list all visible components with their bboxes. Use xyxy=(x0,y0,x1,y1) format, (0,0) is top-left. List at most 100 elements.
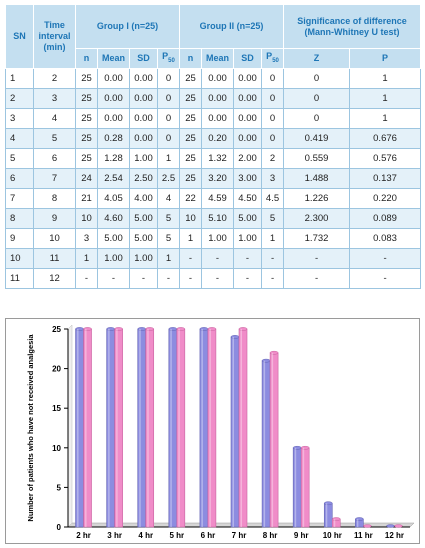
x-tick-label: 4 hr xyxy=(138,531,153,540)
chart-side-wall xyxy=(67,324,73,528)
bar-top xyxy=(230,335,240,339)
bar-top xyxy=(207,327,217,331)
table-row: 8 9 10 4.60 5.00 5 10 5.10 5.00 5 2.300 0.089 xyxy=(5,208,422,229)
cell-g2-p50: 2 xyxy=(261,148,285,169)
bar-series-1 xyxy=(137,328,147,528)
cell-g2-p50: 5 xyxy=(261,208,285,229)
cell-g1-mean: 5.00 xyxy=(97,228,130,249)
header-group-1: Group I (n=25) xyxy=(74,4,181,49)
cell-time-interval: 5 xyxy=(33,128,76,149)
cell-g1-mean: 0.00 xyxy=(97,88,130,109)
cell-g2-sd: 0.00 xyxy=(233,108,263,129)
cell-g2-mean: 3.20 xyxy=(201,168,235,189)
bar-highlight xyxy=(116,329,118,527)
cell-g1-sd: 4.00 xyxy=(129,188,158,209)
cell-g2-n: 25 xyxy=(179,108,203,129)
cell-g2-mean: 5.10 xyxy=(201,208,235,229)
cell-g1-p50: - xyxy=(156,268,181,289)
bar-top xyxy=(75,327,84,331)
cell-g2-sd: - xyxy=(233,248,263,269)
cell-g1-p50: 4 xyxy=(156,188,181,209)
cell-time-interval: 11 xyxy=(33,248,76,269)
cell-g1-n: 25 xyxy=(75,128,98,149)
cell-g2-mean: 0.20 xyxy=(201,128,235,149)
bar-highlight xyxy=(325,503,328,527)
cell-p: 1 xyxy=(349,68,422,89)
cell-g2-n: - xyxy=(179,248,203,269)
cell-g2-sd: 4.50 xyxy=(233,188,263,209)
table-row: 6 7 24 2.54 2.50 2.5 25 3.20 3.00 3 1.488 0.137 xyxy=(5,168,422,189)
bar-top xyxy=(137,327,146,331)
header-significance: Significance of difference (Mann-Whitney… xyxy=(283,4,422,49)
cell-z: 1.226 xyxy=(283,188,351,209)
cell-g2-mean: 4.59 xyxy=(201,188,235,209)
bar-highlight xyxy=(209,329,211,527)
cell-g1-mean: 1.28 xyxy=(97,148,130,169)
cell-g2-p50: 0 xyxy=(261,88,285,109)
cell-g2-mean: 0.00 xyxy=(201,88,235,109)
bar-highlight xyxy=(271,352,274,527)
cell-g1-mean: 0.28 xyxy=(97,128,130,149)
x-tick-label: 3 hr xyxy=(107,531,122,540)
cell-g1-n: 25 xyxy=(75,148,98,169)
cell-sn: 7 xyxy=(5,188,34,209)
bar-series-2 xyxy=(176,328,186,528)
bar-highlight xyxy=(356,519,359,527)
table-row: 1 2 25 0.00 0.00 0 25 0.00 0.00 0 0 1 xyxy=(5,68,422,89)
bar-series-1 xyxy=(261,360,271,528)
bar-series-2 xyxy=(238,328,248,528)
cell-p: - xyxy=(349,268,422,289)
header-sn: SN xyxy=(5,4,34,69)
bar-highlight xyxy=(85,329,87,527)
cell-g1-n: - xyxy=(75,268,98,289)
cell-g2-sd: 0.00 xyxy=(233,128,263,149)
cell-g2-p50: 0 xyxy=(261,108,285,129)
cell-g1-p50: 5 xyxy=(156,208,181,229)
cell-sn: 2 xyxy=(5,88,34,109)
cell-sn: 9 xyxy=(5,228,34,249)
cell-g1-p50: 0 xyxy=(156,128,181,149)
x-tick-label: 6 hr xyxy=(201,531,216,540)
bar-series-2 xyxy=(394,524,403,528)
bar-top xyxy=(261,358,271,363)
cell-p: 0.676 xyxy=(349,128,422,149)
cell-g2-sd: 1.00 xyxy=(233,228,263,249)
cell-g2-p50: 0 xyxy=(261,128,285,149)
cell-p: 0.083 xyxy=(349,228,422,249)
cell-p: 0.089 xyxy=(349,208,422,229)
cell-g1-sd: 0.00 xyxy=(129,108,158,129)
cell-g1-n: 25 xyxy=(75,68,98,89)
cell-g2-mean: - xyxy=(201,248,235,269)
table-row: 11 12- - - - - - - - - - xyxy=(5,268,422,289)
x-tick-label: 9 hr xyxy=(294,531,309,540)
cell-g1-n: 25 xyxy=(75,108,98,129)
cell-sn: 6 xyxy=(5,168,34,189)
table-row: 3 4 25 0.00 0.00 0 25 0.00 0.00 0 0 1 xyxy=(5,108,422,129)
bar-series-1 xyxy=(386,524,395,528)
bar-highlight xyxy=(240,329,242,527)
cell-g1-mean: 4.05 xyxy=(97,188,130,209)
cell-g1-n: 24 xyxy=(75,168,98,189)
bar-series-2 xyxy=(145,328,155,528)
cell-g1-sd: 0.00 xyxy=(129,68,158,89)
header-p: P xyxy=(349,48,422,69)
y-tick-label: 25 xyxy=(52,325,61,334)
cell-g2-sd: 2.00 xyxy=(233,148,263,169)
bar-top xyxy=(168,327,178,331)
header-sd: SD xyxy=(129,48,158,69)
bar-top xyxy=(269,350,279,355)
cell-time-interval: 8 xyxy=(33,188,76,209)
x-tick-label: 8 hr xyxy=(263,531,278,540)
bar-series-2 xyxy=(114,328,123,528)
cell-time-interval: 9 xyxy=(33,208,76,229)
cell-g1-p50: 0 xyxy=(156,108,181,129)
cell-g2-p50: 0 xyxy=(261,68,285,89)
bar-top xyxy=(324,501,333,506)
bar-top xyxy=(238,327,248,331)
x-tick-label: 11 hr xyxy=(354,531,373,540)
bar-series-1 xyxy=(292,447,302,528)
cell-z: 0 xyxy=(283,108,351,129)
cell-z: - xyxy=(283,268,351,289)
cell-g2-sd: 3.00 xyxy=(233,168,263,189)
cell-g1-sd: 1.00 xyxy=(129,248,158,269)
